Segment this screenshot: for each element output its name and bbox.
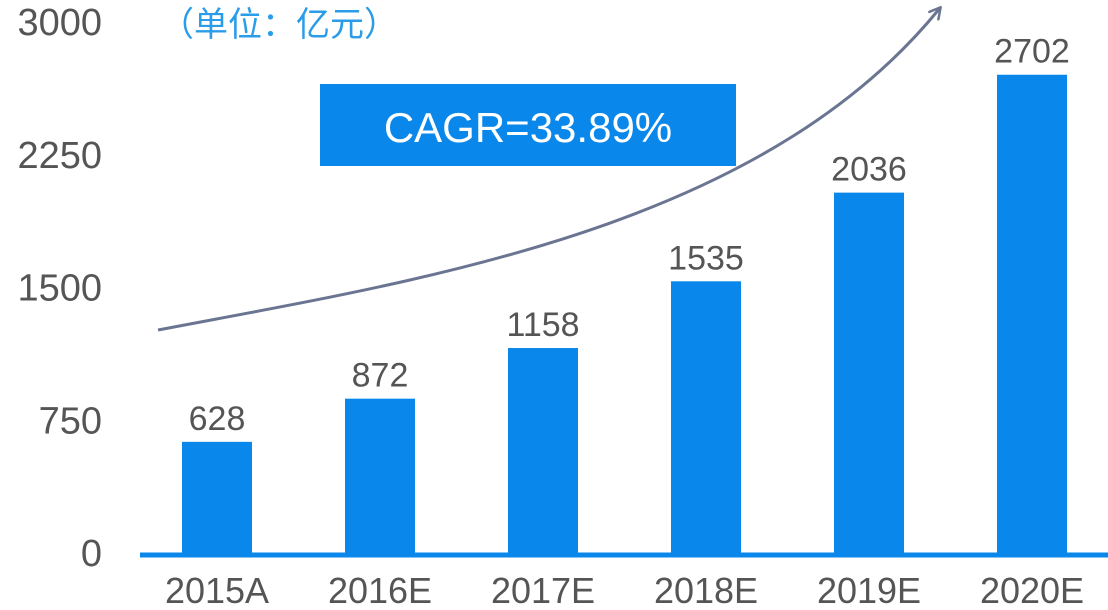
unit-label: （单位：亿元） bbox=[160, 6, 398, 44]
x-tick-label-2017E: 2017E bbox=[491, 570, 595, 610]
x-tick-label-2016E: 2016E bbox=[328, 570, 432, 610]
data-label-2019E: 2036 bbox=[831, 151, 907, 189]
data-label-2017E: 1158 bbox=[506, 306, 579, 344]
cagr-annotation: CAGR=33.89% bbox=[320, 84, 736, 166]
x-tick-label-2018E: 2018E bbox=[654, 570, 758, 610]
bars-group bbox=[182, 74, 1067, 554]
x-tick-label-2015A: 2015A bbox=[165, 570, 269, 610]
bar-2018E bbox=[671, 281, 741, 553]
y-tick-label: 1500 bbox=[17, 268, 102, 310]
data-labels-group: 628 872 1158 1535 2036 2702 bbox=[189, 33, 1070, 438]
y-tick-label: 0 bbox=[81, 533, 102, 575]
cagr-label: CAGR=33.89% bbox=[384, 104, 672, 151]
x-tick-label-2019E: 2019E bbox=[817, 570, 921, 610]
cagr-box bbox=[320, 84, 736, 166]
y-tick-label: 750 bbox=[39, 400, 102, 442]
trend-arrow bbox=[157, 8, 940, 332]
data-label-2015A: 628 bbox=[189, 400, 246, 438]
bar-2020E bbox=[997, 74, 1067, 553]
bar-2017E bbox=[508, 348, 578, 553]
y-tick-label: 2250 bbox=[17, 135, 102, 177]
data-label-2016E: 872 bbox=[352, 357, 409, 395]
x-axis-ticks: 2015A 2016E 2017E 2018E 2019E 2020E bbox=[165, 570, 1084, 610]
y-tick-label: 3000 bbox=[17, 2, 102, 44]
data-label-2018E: 1535 bbox=[668, 239, 744, 277]
bar-2015A bbox=[182, 441, 252, 553]
y-axis-ticks: 0 750 1500 2250 3000 bbox=[17, 2, 102, 575]
x-tick-label-2020E: 2020E bbox=[980, 570, 1084, 610]
bar-2019E bbox=[834, 192, 904, 554]
bar-2016E bbox=[345, 398, 415, 553]
data-label-2020E: 2702 bbox=[994, 33, 1070, 71]
